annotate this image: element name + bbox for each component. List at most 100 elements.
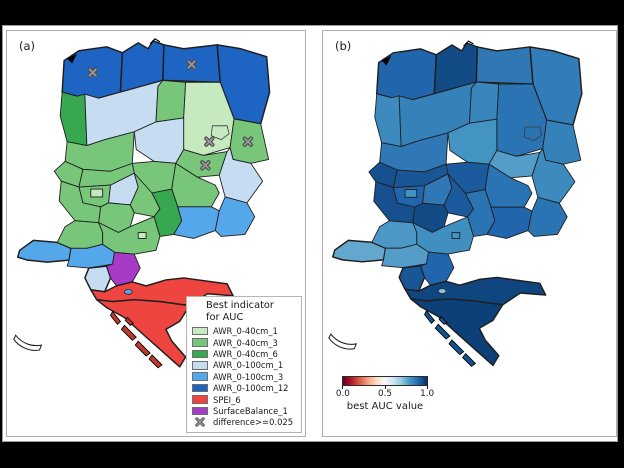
colorbar-ticks: 0.0 0.5 1.0 <box>336 386 434 399</box>
colorbar-tickmark-1 <box>385 386 386 389</box>
legend-swatch-AWR_0-40cm_6 <box>192 349 208 359</box>
region-at-central <box>371 220 418 249</box>
legend-item-AWR_0-40cm_3: AWR_0-40cm_3 <box>192 337 297 348</box>
warsaw-boundary <box>210 125 230 141</box>
legend-label: difference>=0.025 <box>213 417 294 428</box>
legend-title-line1: Best indicator <box>206 299 274 311</box>
legend-swatch-SPEI_6 <box>192 395 208 404</box>
legend-item-SPEI_6: SPEI_6 <box>192 394 297 405</box>
region-prague <box>90 188 104 198</box>
region-prague <box>404 189 418 198</box>
adriatic-island-0 <box>110 310 122 326</box>
legend-item-AWR_0-40cm_6: AWR_0-40cm_6 <box>192 348 297 359</box>
difference-marker-icon <box>195 417 205 427</box>
legend-title: Best indicator for AUC <box>192 300 297 324</box>
region-vienna <box>137 232 147 239</box>
italy-coast-fragment <box>13 334 43 351</box>
region-sk-east <box>214 196 256 237</box>
legend-swatch-AWR_0-100cm_12 <box>192 383 208 393</box>
adriatic-island-3 <box>148 354 163 369</box>
legend-swatch-AWR_0-40cm_3 <box>192 338 208 347</box>
legend-title-line2: for AUC <box>206 311 244 323</box>
legend-item-AWR_0-100cm_1: AWR_0-100cm_1 <box>192 360 297 371</box>
legend-label: AWR_0-100cm_1 <box>213 360 284 371</box>
legend-item-AWR_0-40cm_1: AWR_0-40cm_1 <box>192 325 297 336</box>
region-hr-adriatic <box>410 298 504 367</box>
region-si-east <box>106 251 141 287</box>
region-si-west <box>84 265 112 293</box>
panel-b-choropleth-map <box>328 40 583 367</box>
adriatic-island-4 <box>438 315 448 325</box>
adriatic-island-0 <box>424 309 435 325</box>
legend-label: AWR_0-40cm_6 <box>213 348 278 359</box>
colorbar-gradient <box>342 376 428 386</box>
region-kujawsko-pomorskie <box>155 79 187 123</box>
colorbar-tick-0: 0.0 <box>335 389 350 399</box>
legend-item-AWR_0-100cm_3: AWR_0-100cm_3 <box>192 371 297 382</box>
szczecin-spit <box>381 55 392 66</box>
panel-b: (b) 0.0 0.5 1.0 best AUC value <box>322 30 617 437</box>
difference-marker-icon <box>187 60 196 69</box>
adriatic-island-1 <box>120 324 137 341</box>
adriatic-island-2 <box>448 339 465 356</box>
region-sk-east <box>527 196 568 237</box>
region-zachodniopomorskie <box>375 48 438 101</box>
warsaw-boundary <box>523 126 543 142</box>
region-warminsko-mazurskie <box>475 46 534 85</box>
szczecin-spit <box>67 53 77 64</box>
difference-marker-icon <box>88 68 97 77</box>
gdansk-coast-hook <box>463 40 474 47</box>
region-sk-central <box>486 206 533 239</box>
adriatic-island-3 <box>462 352 477 367</box>
colorbar-tickmark-2 <box>427 386 429 389</box>
legend-label: SurfaceBalance_1 <box>213 405 288 416</box>
legend-best-indicator: Best indicator for AUC AWR_0-40cm_1 AWR_0… <box>186 295 302 433</box>
legend-swatch-AWR_0-40cm_1 <box>192 326 208 336</box>
region-lubelskie <box>542 119 582 165</box>
gdansk-coast-hook <box>149 38 161 45</box>
legend-label: AWR_0-100cm_12 <box>213 383 289 394</box>
panel-a-choropleth-map <box>13 38 271 369</box>
croatia-lake <box>437 288 447 294</box>
colorbar-tick-1: 0.5 <box>378 389 392 399</box>
legend-swatch-AWR_0-100cm_1 <box>192 361 208 370</box>
legend-label: AWR_0-40cm_1 <box>213 326 278 337</box>
legend-swatch-AWR_0-100cm_3 <box>192 372 208 381</box>
italy-coast-fragment <box>328 333 357 350</box>
colorbar-tick-2: 1.0 <box>420 389 435 399</box>
difference-marker-icon <box>243 137 252 146</box>
legend-label: SPEI_6 <box>213 394 241 405</box>
legend-rows: AWR_0-40cm_1 AWR_0-40cm_3 AWR_0-40cm_6 AWR_… <box>192 325 297 428</box>
region-hr-adriatic <box>95 298 191 368</box>
panel-a: (a) Best indicator for AUC AWR_0-40cm_1 A… <box>6 30 306 437</box>
region-at-south <box>381 243 429 269</box>
region-si-west <box>398 264 426 292</box>
legend-swatch-SurfaceBalance_1 <box>192 406 208 416</box>
region-kujawsko-pomorskie <box>469 81 500 124</box>
region-lubuskie <box>374 93 402 148</box>
colorbar-tickmark-0 <box>342 386 343 389</box>
colorbar: 0.0 0.5 1.0 best AUC value <box>336 376 434 412</box>
legend-item-SurfaceBalance_1: SurfaceBalance_1 <box>192 405 297 416</box>
region-si-east <box>420 251 455 286</box>
adriatic-island-1 <box>434 323 451 340</box>
figure-canvas: (a) Best indicator for AUC AWR_0-40cm_1 A… <box>2 25 618 442</box>
difference-marker-icon <box>201 161 210 170</box>
panel-b-label: (b) <box>335 39 352 53</box>
legend-label: AWR_0-40cm_3 <box>213 337 278 348</box>
region-at-south <box>66 243 115 269</box>
adriatic-island-2 <box>134 340 151 357</box>
panel-a-label: (a) <box>19 39 36 53</box>
region-sk-central <box>173 206 220 239</box>
region-vienna <box>451 232 461 239</box>
adriatic-island-4 <box>124 316 134 326</box>
difference-marker-icon <box>205 137 214 146</box>
colorbar-label: best AUC value <box>346 401 424 412</box>
region-at-central <box>56 220 104 249</box>
region-lubuskie <box>59 91 88 147</box>
legend-label: AWR_0-100cm_3 <box>213 371 284 382</box>
croatia-lake <box>124 288 133 295</box>
legend-item-AWR_0-100cm_12: AWR_0-100cm_12 <box>192 382 297 393</box>
legend-item-difference-marker: difference>=0.025 <box>192 417 297 428</box>
